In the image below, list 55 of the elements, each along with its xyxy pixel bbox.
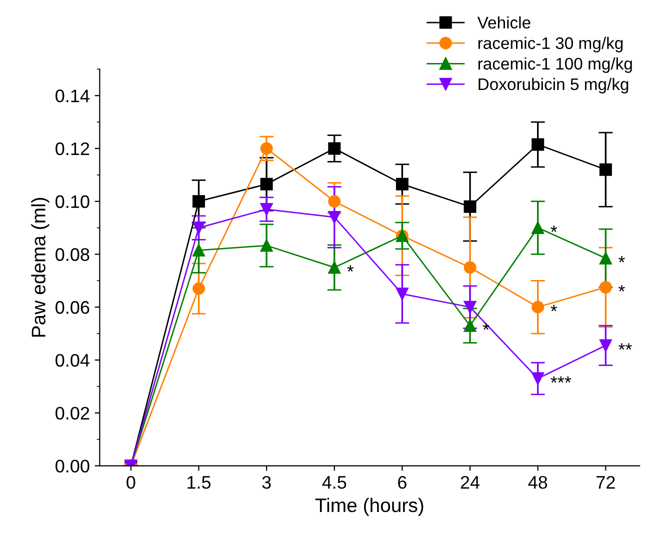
y-tick-label: 0.00 bbox=[56, 460, 90, 473]
point bbox=[260, 142, 273, 155]
annotation: * bbox=[550, 304, 558, 312]
point bbox=[328, 142, 341, 155]
x-axis-title: Time (hours) bbox=[315, 498, 424, 516]
annotation: * bbox=[347, 265, 354, 272]
legend-label: racemic-1 100 mg/kg bbox=[478, 57, 632, 73]
point bbox=[464, 261, 476, 274]
y-tick-label: 0.12 bbox=[56, 142, 90, 156]
point bbox=[599, 339, 612, 352]
x-tick-label: 1.5 bbox=[188, 476, 211, 489]
point bbox=[192, 244, 205, 257]
point bbox=[532, 372, 544, 385]
y-axis-title: Paw edema (ml) bbox=[31, 198, 50, 337]
x-tick-label: 24 bbox=[460, 476, 480, 489]
legend-label: racemic-1 30 mg/kg bbox=[478, 36, 623, 52]
point bbox=[532, 138, 544, 151]
point bbox=[260, 178, 273, 190]
annotation: * bbox=[618, 256, 625, 262]
y-tick-label: 0.10 bbox=[56, 195, 90, 208]
annotation: * bbox=[550, 226, 558, 232]
point bbox=[464, 200, 476, 213]
annotation: ** bbox=[618, 343, 632, 350]
y-tick-label: 0.04 bbox=[56, 354, 90, 367]
point bbox=[464, 319, 476, 332]
y-tick-label: 0.08 bbox=[56, 248, 90, 261]
point bbox=[192, 195, 205, 208]
point bbox=[328, 195, 341, 208]
x-tick-label: 4.5 bbox=[322, 476, 346, 489]
point bbox=[599, 252, 612, 264]
x-tick-label: 72 bbox=[596, 476, 615, 489]
y-tick-label: 0.06 bbox=[56, 301, 90, 314]
point bbox=[599, 163, 612, 176]
x-tick-label: 3 bbox=[262, 476, 271, 489]
point bbox=[532, 222, 544, 234]
x-tick-label: 6 bbox=[398, 476, 406, 489]
legend-label: Doxorubicin 5 mg/kg bbox=[478, 78, 628, 94]
x-tick-label: 0 bbox=[126, 476, 136, 489]
point bbox=[328, 261, 341, 274]
annotation: *** bbox=[550, 376, 572, 383]
y-tick-label: 0.14 bbox=[56, 90, 90, 102]
point bbox=[396, 178, 408, 190]
point bbox=[396, 288, 408, 300]
y-tick-label: 0.02 bbox=[56, 406, 90, 420]
point bbox=[192, 282, 205, 295]
annotation: * bbox=[618, 285, 625, 292]
point bbox=[260, 203, 273, 216]
point bbox=[532, 300, 544, 314]
legend-label: Vehicle bbox=[477, 16, 530, 29]
point bbox=[328, 210, 341, 224]
point bbox=[260, 239, 273, 252]
point bbox=[192, 222, 205, 234]
point bbox=[599, 281, 612, 294]
x-tick-label: 48 bbox=[528, 476, 548, 489]
point bbox=[464, 300, 476, 314]
